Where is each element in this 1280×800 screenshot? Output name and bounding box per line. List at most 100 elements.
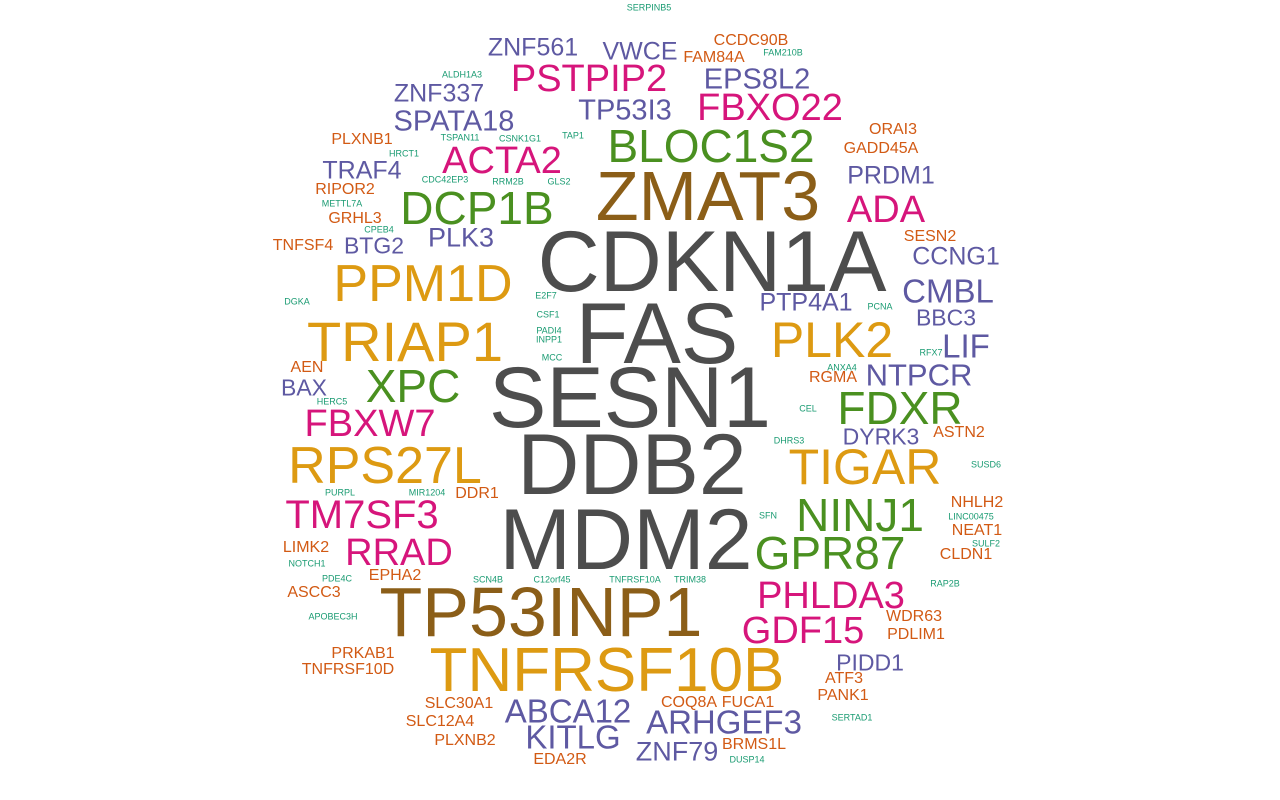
word-btg2: BTG2 — [343, 232, 405, 259]
word-znf79: ZNF79 — [635, 736, 719, 767]
word-anxa4: ANXA4 — [827, 362, 857, 373]
word-grhl3: GRHL3 — [328, 210, 382, 227]
word-rps27l: RPS27L — [288, 437, 482, 495]
word-apobec3h: APOBEC3H — [308, 611, 358, 622]
word-tp53i3: TP53I3 — [578, 94, 672, 127]
word-ddb2: DDB2 — [517, 417, 747, 513]
word-plk3: PLK3 — [427, 222, 495, 253]
word-tnfrsf10b: TNFRSF10B — [429, 636, 785, 705]
word-orai3: ORAI3 — [868, 121, 918, 138]
word-rgma: RGMA — [809, 369, 857, 386]
word-cdc42ep3: CDC42EP3 — [421, 174, 469, 185]
word-ntpcr: NTPCR — [865, 357, 973, 393]
word-tspan11: TSPAN11 — [440, 132, 480, 143]
word-pank1: PANK1 — [817, 687, 869, 704]
word-atf3: ATF3 — [825, 670, 863, 687]
word-pdlim1: PDLIM1 — [887, 626, 945, 643]
word-prkab1: PRKAB1 — [331, 645, 395, 662]
word-cel: CEL — [799, 403, 817, 414]
word-sesn2: SESN2 — [903, 228, 957, 245]
word-rrm2b: RRM2B — [492, 176, 524, 187]
word-ripor2: RIPOR2 — [315, 181, 375, 198]
word-mir1204: MIR1204 — [408, 487, 446, 498]
word-trim38: TRIM38 — [673, 574, 707, 585]
word-sulf2: SULF2 — [971, 538, 1001, 549]
word-cmbl: CMBL — [902, 272, 994, 310]
word-dgka: DGKA — [284, 296, 310, 307]
word-sfn: SFN — [759, 510, 777, 521]
word-plk2: PLK2 — [770, 312, 894, 368]
word-pde4c: PDE4C — [321, 573, 353, 584]
word-gadd45a: GADD45A — [843, 140, 919, 157]
word-ppm1d: PPM1D — [333, 255, 513, 313]
word-c12orf45: C12orf45 — [533, 574, 571, 585]
word-fam210b: FAM210B — [763, 47, 803, 58]
word-neat1: NEAT1 — [951, 522, 1003, 539]
word-aldh1a3: ALDH1A3 — [441, 69, 483, 80]
word-tm7sf3: TM7SF3 — [285, 493, 439, 537]
word-fuca1: FUCA1 — [721, 694, 775, 711]
word-abca12: ABCA12 — [504, 692, 632, 730]
word-triap1: TRIAP1 — [306, 310, 504, 373]
word-ada: ADA — [846, 189, 926, 231]
word-tnfsf4: TNFSF4 — [272, 237, 334, 254]
word-rap2b: RAP2B — [930, 578, 960, 589]
word-herc5: HERC5 — [316, 396, 348, 407]
word-rfx7: RFX7 — [919, 347, 943, 358]
word-spata18: SPATA18 — [393, 105, 515, 138]
word-csf1: CSF1 — [536, 309, 560, 320]
word-fam84a: FAM84A — [683, 49, 745, 66]
word-linc00475: LINC00475 — [948, 511, 994, 522]
word-kitlg: KITLG — [525, 718, 621, 756]
word-mettl7a: METTL7A — [321, 198, 363, 209]
word-prdm1: PRDM1 — [847, 161, 935, 190]
word-tnfrsf10d: TNFRSF10D — [301, 661, 395, 678]
word-ccng1: CCNG1 — [912, 242, 1000, 271]
word-tap1: TAP1 — [562, 130, 584, 141]
word-phlda3: PHLDA3 — [757, 575, 905, 617]
word-traf4: TRAF4 — [322, 156, 402, 185]
word-bbc3: BBC3 — [915, 304, 977, 331]
word-eda2r: EDA2R — [533, 751, 587, 768]
word-limk2: LIMK2 — [282, 539, 330, 556]
word-scn4b: SCN4B — [472, 574, 504, 585]
word-fbxw7: FBXW7 — [304, 403, 436, 445]
word-tp53inp1: TP53INP1 — [379, 573, 703, 651]
word-pidd1: PIDD1 — [836, 649, 904, 676]
word-ninj1: NINJ1 — [796, 489, 924, 541]
word-cdkn1a: CDKN1A — [537, 214, 887, 310]
word-dyrk3: DYRK3 — [842, 423, 920, 450]
word-dusp14: DUSP14 — [729, 754, 765, 765]
word-dhrs3: DHRS3 — [773, 435, 805, 446]
word-nhlh2: NHLH2 — [950, 494, 1004, 511]
word-rrad: RRAD — [345, 532, 453, 574]
word-eps8l2: EPS8L2 — [703, 63, 811, 96]
word-e2f7: E2F7 — [535, 290, 557, 301]
word-brms1l: BRMS1L — [721, 736, 787, 753]
word-serpinb5: SERPINB5 — [626, 2, 672, 13]
word-cldn1: CLDN1 — [939, 546, 993, 563]
word-inpp1: INPP1 — [535, 334, 563, 345]
word-plxnb2: PLXNB2 — [434, 732, 496, 749]
word-pcna: PCNA — [867, 301, 893, 312]
word-zmat3: ZMAT3 — [595, 157, 821, 235]
word-pstpip2: PSTPIP2 — [510, 58, 668, 100]
word-susd6: SUSD6 — [970, 459, 1002, 470]
word-ptp4a1: PTP4A1 — [759, 288, 853, 317]
word-cpeb4: CPEB4 — [364, 224, 394, 235]
word-gpr87: GPR87 — [754, 527, 906, 579]
word-mdm2: MDM2 — [499, 492, 753, 588]
word-purpl: PURPL — [324, 487, 356, 498]
word-arhgef3: ARHGEF3 — [646, 703, 802, 741]
word-bax: BAX — [280, 374, 328, 401]
word-mcc: MCC — [541, 352, 563, 363]
word-gls2: GLS2 — [547, 176, 571, 187]
word-hrct1: HRCT1 — [388, 148, 420, 159]
word-ccdc90b: CCDC90B — [713, 32, 789, 49]
word-epha2: EPHA2 — [368, 567, 422, 584]
word-ddr1: DDR1 — [455, 485, 499, 502]
word-tigar: TIGAR — [788, 439, 942, 495]
word-dcp1b: DCP1B — [400, 182, 554, 234]
word-bloc1s2: BLOC1S2 — [607, 120, 815, 172]
